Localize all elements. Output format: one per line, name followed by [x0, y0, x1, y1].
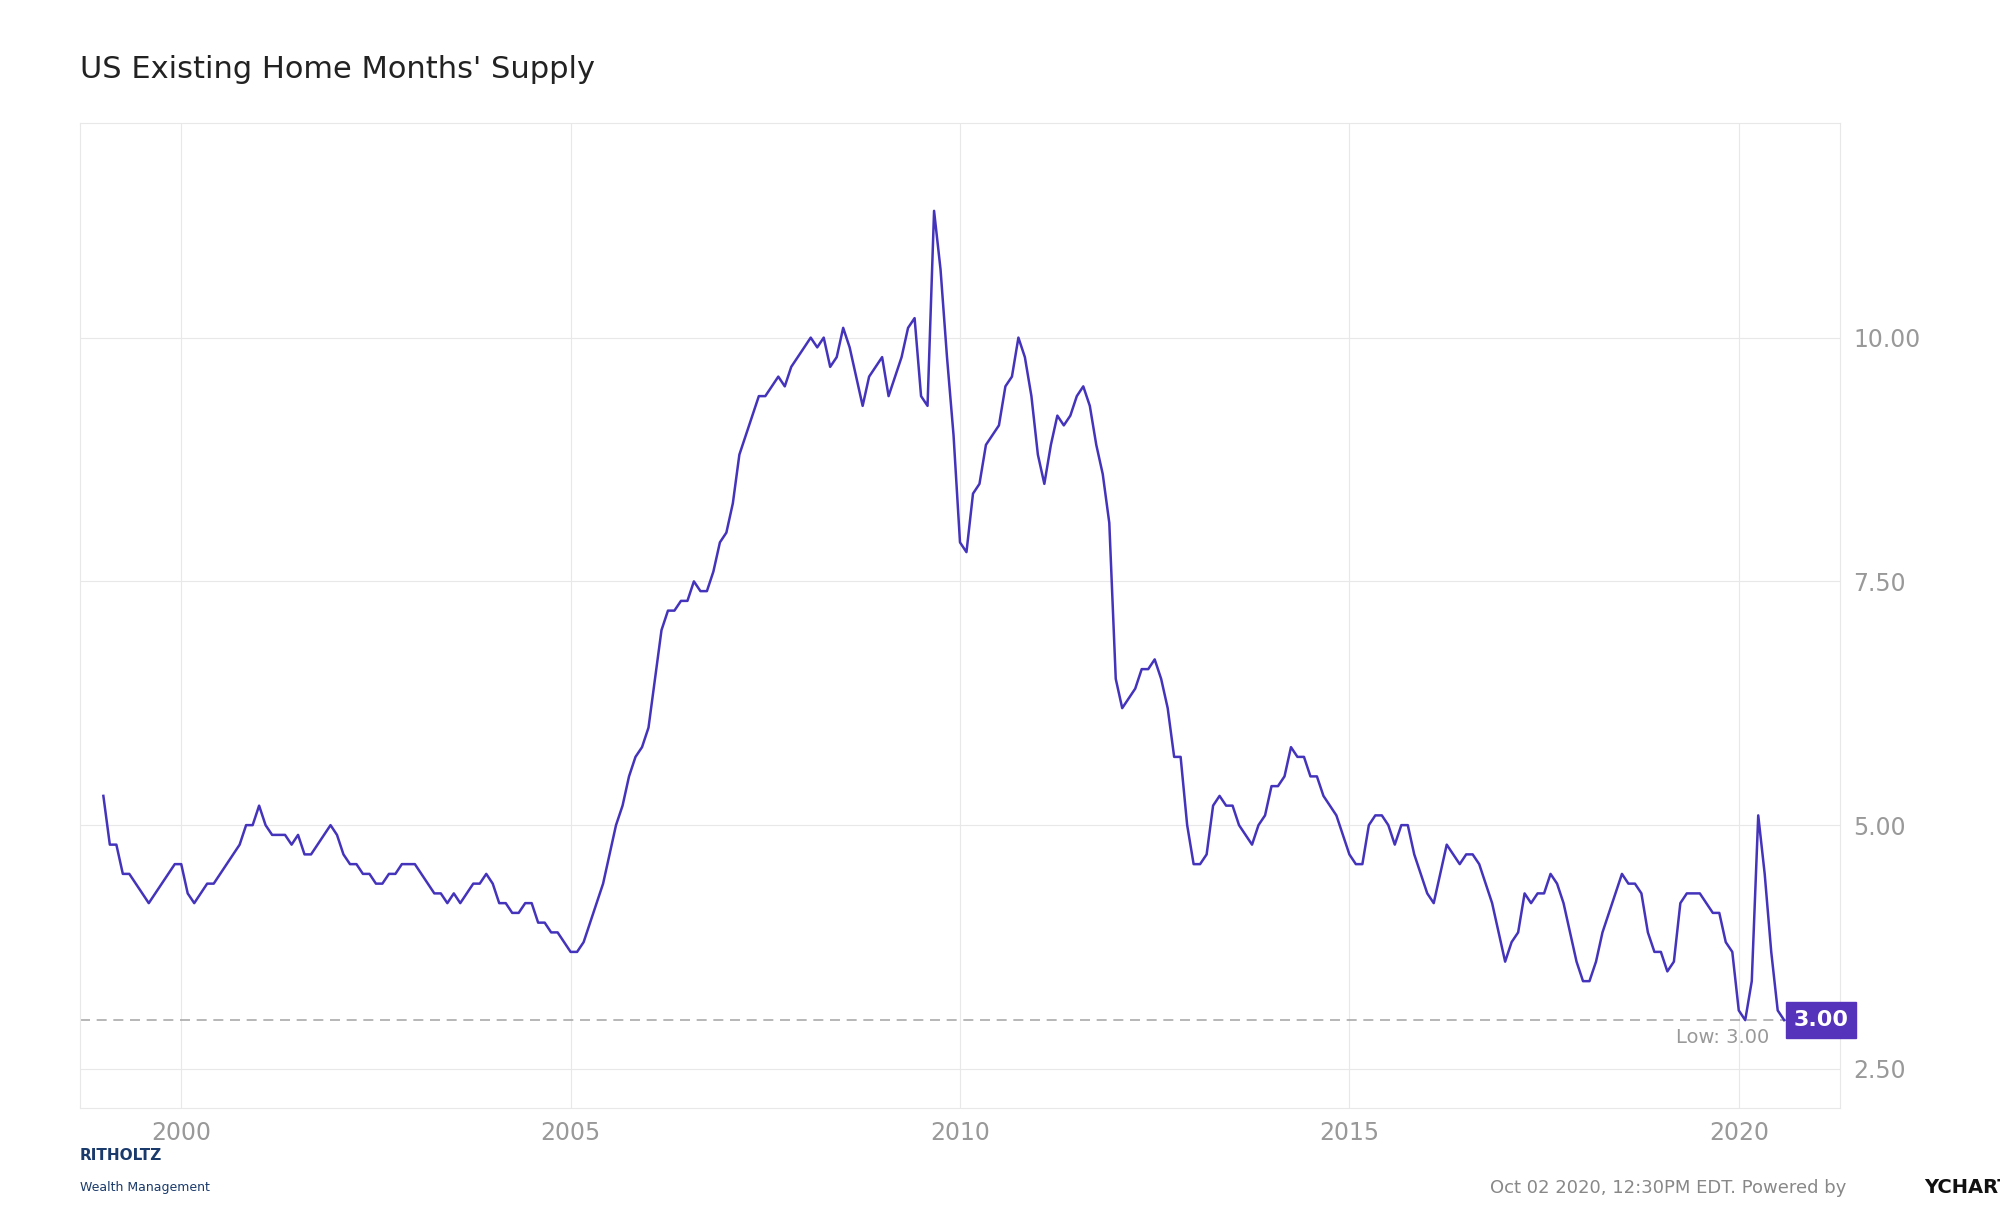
Text: Oct 02 2020, 12:30PM EDT. Powered by: Oct 02 2020, 12:30PM EDT. Powered by: [1490, 1178, 1852, 1197]
Text: Wealth Management: Wealth Management: [80, 1181, 210, 1194]
Text: YCHARTS: YCHARTS: [1924, 1178, 2000, 1197]
Text: Low: 3.00: Low: 3.00: [1676, 1028, 1770, 1046]
Text: 3.00: 3.00: [1794, 1011, 1848, 1030]
Text: US Existing Home Months' Supply: US Existing Home Months' Supply: [80, 55, 596, 85]
Text: RITHOLTZ: RITHOLTZ: [80, 1149, 162, 1163]
